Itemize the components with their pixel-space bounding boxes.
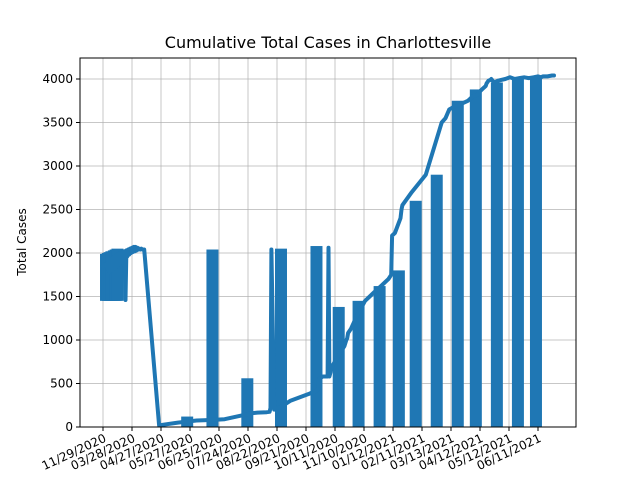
data-bar	[310, 246, 323, 427]
data-bar	[392, 270, 405, 427]
y-tick-label: 3000	[42, 159, 73, 173]
data-bar	[332, 306, 345, 427]
y-tick-label: 1000	[42, 333, 73, 347]
data-bar	[490, 82, 503, 427]
y-tick-label: 3500	[42, 116, 73, 130]
y-tick-label: 2500	[42, 203, 73, 217]
data-bar	[469, 89, 482, 427]
y-tick-label: 4000	[42, 72, 73, 86]
data-bar	[206, 249, 219, 427]
data-bar	[274, 248, 287, 427]
data-bar	[352, 300, 365, 427]
data-bar	[373, 286, 386, 427]
plot-frame	[79, 57, 577, 428]
data-bar	[430, 174, 443, 427]
data-bar	[451, 100, 464, 427]
y-tick-label: 0	[65, 420, 73, 434]
series-line	[101, 73, 556, 428]
data-bar	[241, 378, 254, 427]
y-axis-ticks: 0 500 1000 1500 2000 2500 3000 3500 4000	[42, 72, 80, 434]
chart-title: Cumulative Total Cases in Charlottesvill…	[165, 33, 491, 52]
y-tick-label: 500	[50, 377, 73, 391]
y-tick-label: 1500	[42, 290, 73, 304]
data-bar	[529, 77, 542, 427]
y-tick-label: 2000	[42, 246, 73, 260]
line-layer	[101, 73, 556, 428]
y-axis-label: Total Cases	[15, 208, 29, 276]
data-bar	[511, 78, 524, 427]
data-bar	[409, 200, 422, 427]
